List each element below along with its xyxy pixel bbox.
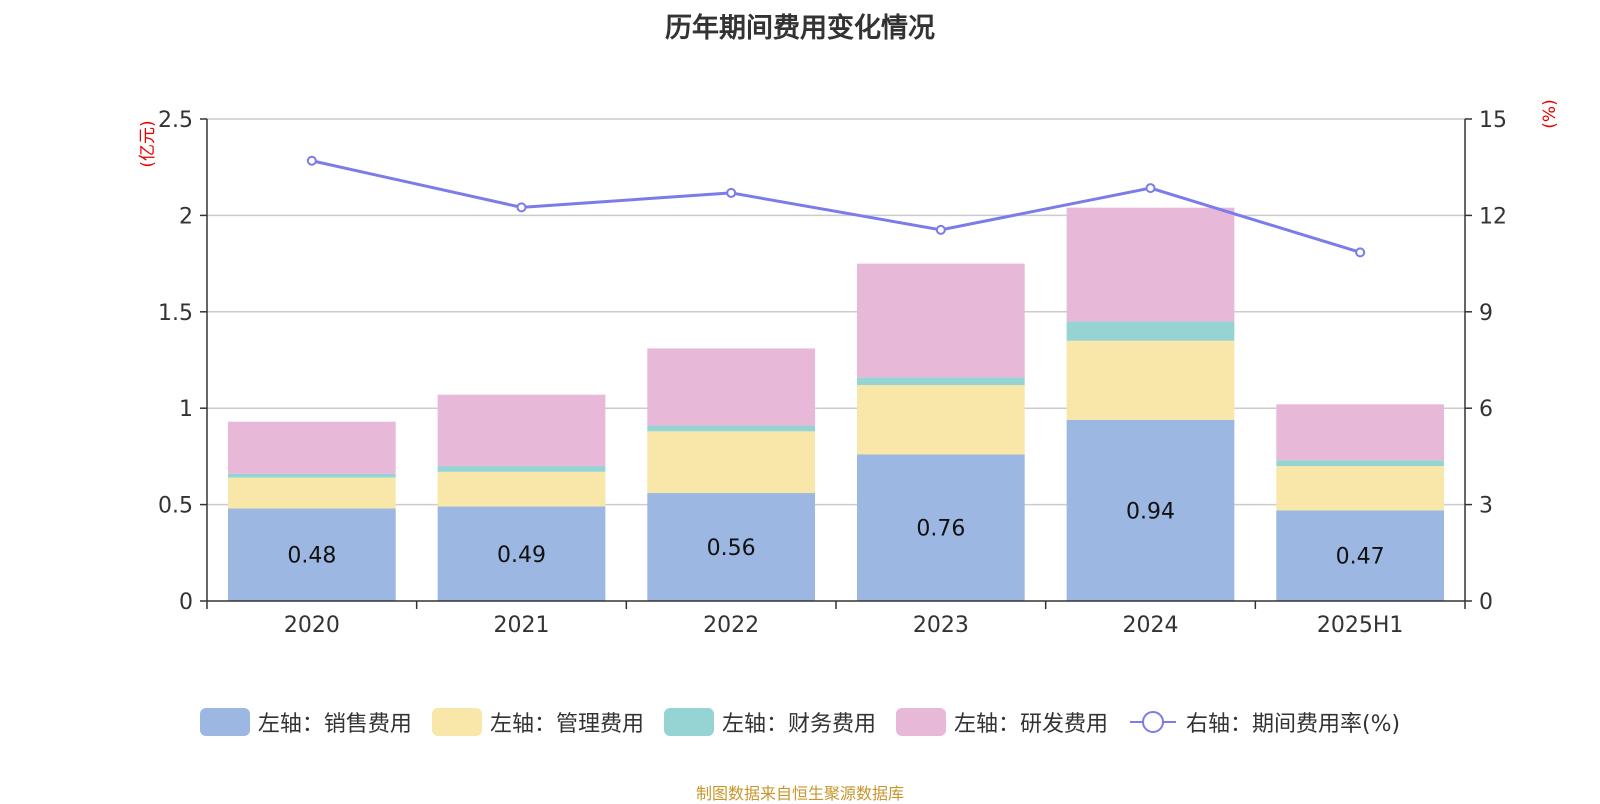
right-tick-label: 15 [1479, 108, 1507, 133]
right-tick-label: 12 [1479, 204, 1507, 229]
x-tick-label: 2020 [284, 613, 340, 638]
legend-label: 右轴：期间费用率(%) [1185, 712, 1401, 737]
bar-value-label: 0.49 [497, 543, 546, 568]
right-tick-label: 9 [1479, 301, 1493, 326]
legend: 左轴：销售费用 左轴：管理费用 左轴：财务费用 左轴：研发费用 右轴：期间费用率(%) [0, 706, 1600, 738]
axis-layer: 0 0.5 1 1.5 2 2.5 0 3 6 9 12 15 (亿元) (%) 2020 2021 2022 2… [138, 99, 1560, 638]
chart-title: 历年期间费用变化情况 [665, 13, 935, 44]
x-tick-label: 2023 [913, 613, 969, 638]
rate-point [935, 224, 946, 235]
legend-swatch [663, 708, 714, 736]
line-layer [306, 155, 1366, 258]
legend-label: 左轴：财务费用 [721, 712, 876, 737]
bar-segment [227, 473, 396, 478]
legend-swatch [199, 708, 250, 736]
bar-value-label: 0.47 [1336, 545, 1385, 570]
legend-item[interactable]: 左轴：财务费用 [663, 706, 876, 738]
rate-point [306, 155, 317, 166]
x-tick-label: 2024 [1123, 613, 1179, 638]
bar-segment [437, 506, 606, 601]
left-axis-unit: (亿元) [138, 120, 158, 167]
bar-segment [437, 471, 606, 507]
legend-item[interactable]: 左轴：管理费用 [431, 706, 644, 738]
left-tick-label: 2 [179, 204, 193, 229]
bar-segment [437, 394, 606, 467]
right-tick-label: 6 [1479, 397, 1493, 422]
bar-segment [647, 493, 816, 601]
bar-segment [856, 385, 1025, 455]
bar-segment [856, 454, 1025, 601]
right-tick-label: 0 [1479, 590, 1493, 615]
legend-swatch [431, 708, 482, 736]
right-tick-label: 3 [1479, 494, 1493, 519]
x-tick-label: 2022 [703, 613, 759, 638]
bar-layer [227, 207, 1445, 601]
left-tick-label: 1 [179, 397, 193, 422]
bar-value-label: 0.56 [707, 536, 756, 561]
legend-item[interactable]: 左轴：销售费用 [199, 706, 412, 738]
bar-value-label: 0.94 [1126, 499, 1175, 524]
bar-segment [1066, 340, 1235, 420]
bar-segment [1276, 460, 1445, 467]
bar-segment [1276, 404, 1445, 461]
label-layer: 0.48 0.49 0.56 0.76 0.94 0.47 [287, 499, 1384, 569]
bar-segment [227, 508, 396, 601]
rate-line [311, 159, 1361, 254]
legend-label: 左轴：研发费用 [953, 712, 1108, 737]
bar-value-label: 0.48 [287, 544, 336, 569]
x-tick-label: 2021 [494, 613, 550, 638]
bar-value-label: 0.76 [916, 517, 965, 542]
left-tick-label: 0 [179, 590, 193, 615]
legend-line-swatch [1129, 711, 1176, 733]
left-tick-label: 1.5 [158, 301, 193, 326]
bar-segment [1276, 510, 1445, 601]
bar-segment [1066, 321, 1235, 341]
rate-point [1355, 247, 1366, 258]
left-tick-label: 2.5 [158, 108, 193, 133]
bar-segment [1066, 207, 1235, 322]
legend-item[interactable]: 右轴：期间费用率(%) [1128, 706, 1400, 738]
legend-label: 左轴：销售费用 [257, 712, 412, 737]
legend-item[interactable]: 左轴：研发费用 [895, 706, 1108, 738]
bar-segment [1066, 419, 1235, 601]
bar-segment [647, 348, 816, 426]
grid-layer [207, 118, 1465, 506]
bar-segment [647, 425, 816, 432]
rate-point [1145, 183, 1156, 194]
bar-segment [856, 377, 1025, 386]
right-axis-unit: (%) [1540, 99, 1560, 128]
source-note: 制图数据来自恒生聚源数据库 [695, 784, 904, 803]
bar-segment [227, 421, 396, 474]
legend-label: 左轴：管理费用 [489, 712, 644, 737]
rate-point [726, 187, 737, 198]
legend-swatch [895, 708, 946, 736]
bar-segment [856, 263, 1025, 378]
bar-segment [1276, 466, 1445, 511]
bar-segment [647, 431, 816, 494]
chart-canvas: 0 0.5 1 1.5 2 2.5 0 3 6 9 12 15 (亿元) (%) 2020 2021 2022 2… [138, 99, 1560, 638]
left-tick-label: 0.5 [158, 494, 193, 519]
bar-segment [437, 466, 606, 472]
x-tick-label: 2025H1 [1317, 613, 1404, 638]
legend-marker [1141, 711, 1164, 733]
bar-segment [227, 477, 396, 509]
rate-point [516, 202, 527, 213]
